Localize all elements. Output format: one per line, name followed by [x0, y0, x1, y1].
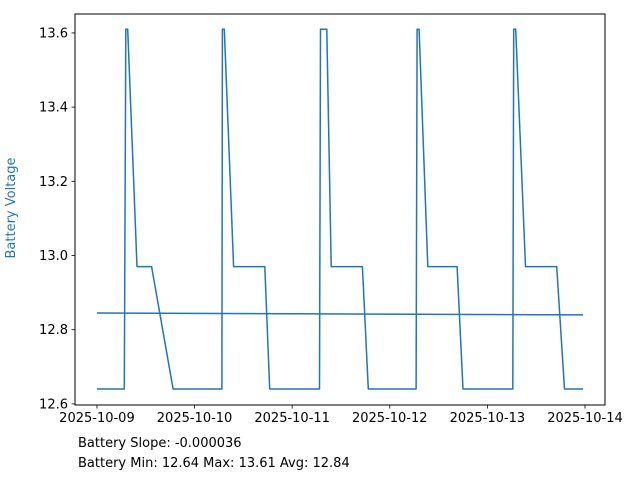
y-tick-label: 13.0: [39, 249, 68, 264]
x-tick-label: 2025-10-13: [450, 411, 526, 426]
annotation-stats: Battery Min: 12.64 Max: 13.61 Avg: 12.84: [78, 456, 350, 471]
y-tick-label: 12.8: [39, 323, 68, 338]
annotation-slope: Battery Slope: -0.000036: [78, 436, 242, 451]
y-tick-label: 13.2: [39, 175, 68, 190]
trend-line: [96, 312, 584, 316]
y-tick-label: 13.4: [39, 101, 68, 116]
x-tick-label: 2025-10-12: [352, 411, 428, 426]
y-axis-title: Battery Voltage: [4, 157, 19, 258]
x-tick-label: 2025-10-11: [254, 411, 330, 426]
x-tick-label: 2025-10-10: [157, 411, 233, 426]
y-axis: 12.6 12.8 13.0 13.2 13.4 13.6: [39, 26, 75, 412]
series-lines: [96, 28, 584, 390]
y-tick-label: 12.6: [39, 397, 68, 412]
x-tick-label: 2025-10-09: [59, 411, 135, 426]
x-axis: 2025-10-09 2025-10-10 2025-10-11 2025-10-12…: [59, 405, 623, 426]
battery-voltage-line: [97, 28, 583, 390]
y-tick-label: 13.6: [39, 26, 68, 41]
plot-area: [75, 14, 605, 405]
plot-border: [74, 13, 606, 406]
x-tick-label: 2025-10-14: [547, 411, 623, 426]
